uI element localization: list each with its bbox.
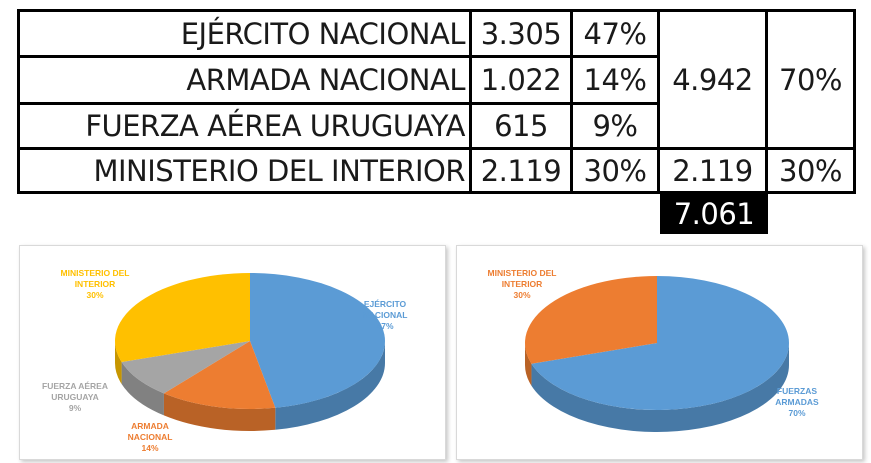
pie-slice	[163, 341, 276, 409]
table-divider	[469, 9, 472, 194]
summary-table: EJÉRCITO NACIONAL 3.305 47% ARMADA NACIO…	[17, 9, 856, 194]
pie-slice-side	[115, 341, 122, 385]
row-value: 615	[494, 109, 548, 143]
armed-forces-total: 4.942	[672, 62, 753, 97]
interior-total: 2.119	[672, 153, 753, 188]
table-border	[17, 191, 856, 194]
pie-chart-by-force: EJÉRCITO NACIONAL 47% ARMADA NACIONAL 14…	[19, 245, 446, 460]
table-divider	[17, 102, 660, 105]
slice-label: MINISTERIO DEL INTERIOR 30%	[60, 268, 130, 300]
pie-chart-svg	[114, 273, 386, 431]
row-percent: 47%	[583, 16, 647, 51]
table-divider	[570, 9, 573, 194]
pie-slice	[121, 341, 251, 394]
row-percent: 14%	[583, 63, 647, 97]
row-percent: 9%	[592, 109, 638, 143]
pie-slice-side	[163, 393, 276, 431]
slice-label: MINISTERIO DEL INTERIOR 30%	[487, 268, 557, 300]
interior-percent: 30%	[779, 153, 842, 188]
row-value: 1.022	[480, 63, 562, 97]
table-border	[17, 9, 856, 12]
pie-slice-side	[525, 343, 532, 386]
pie-slice-side	[531, 343, 789, 432]
pie-chart-svg	[525, 276, 789, 432]
slice-label: FUERZAS ARMADAS 70%	[775, 386, 819, 418]
table-divider	[17, 147, 856, 150]
table-divider	[657, 9, 660, 194]
row-value: 3.305	[480, 16, 562, 51]
armed-forces-percent: 70%	[779, 62, 842, 97]
pie-slice	[531, 276, 789, 410]
pie-slice-side	[121, 362, 164, 416]
table-divider	[17, 55, 660, 58]
pie-slice	[114, 273, 250, 363]
row-label: ARMADA NACIONAL	[186, 63, 465, 97]
table-divider	[765, 9, 768, 194]
table-border	[853, 9, 856, 194]
pie-slice-side	[275, 341, 385, 430]
row-percent: 30%	[583, 153, 647, 188]
pie-slice	[250, 273, 386, 408]
grand-total: 7.061	[660, 194, 768, 234]
pie-slice	[525, 276, 657, 364]
slice-label: FUERZA AÉREA URUGUAYA 9%	[42, 381, 108, 413]
pie-chart-by-sector: FUERZAS ARMADAS 70% MINISTERIO DEL INTER…	[456, 245, 863, 460]
slice-label: ARMADA NACIONAL 14%	[127, 421, 173, 453]
row-value: 2.119	[480, 153, 562, 188]
row-label: FUERZA AÉREA URUGUAYA	[85, 109, 465, 143]
slice-label: EJÉRCITO NACIONAL 47%	[362, 299, 408, 331]
row-label: EJÉRCITO NACIONAL	[180, 16, 466, 51]
table-border	[17, 9, 20, 194]
row-label: MINISTERIO DEL INTERIOR	[93, 153, 465, 188]
